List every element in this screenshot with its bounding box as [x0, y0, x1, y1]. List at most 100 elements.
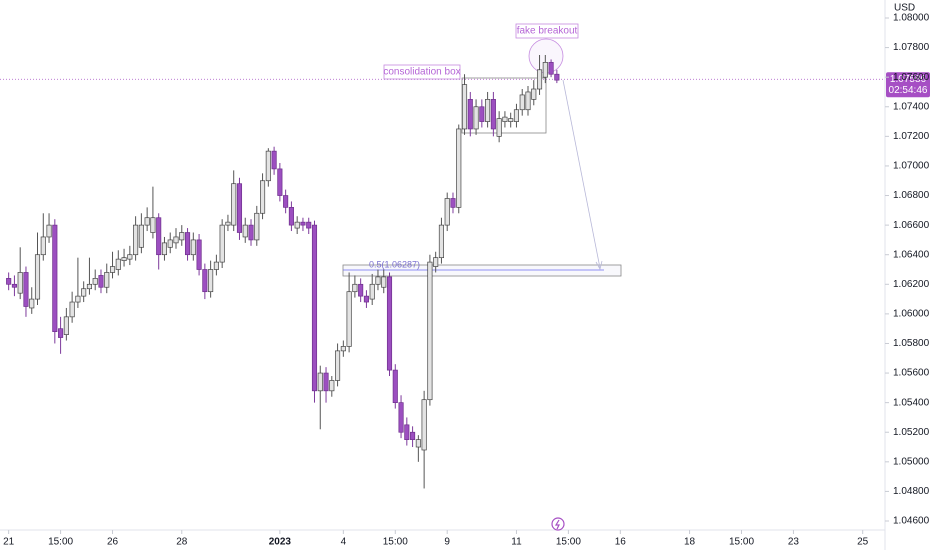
candle-body: [525, 91, 531, 111]
y-tick-label: 1.07000: [893, 161, 930, 172]
x-tick-label: 15:00: [556, 537, 581, 548]
countdown-label: 02:54:46: [889, 85, 928, 96]
candle-body: [271, 150, 277, 170]
x-tick-label: 2023: [269, 537, 292, 548]
candle-body: [392, 369, 398, 403]
y-tick-label: 1.07600: [893, 72, 930, 83]
x-tick-label: 4: [341, 537, 347, 548]
x-tick-label: 11: [511, 537, 522, 548]
y-tick-label: 1.05200: [893, 427, 930, 438]
candle-body: [121, 257, 127, 261]
candle-body: [260, 180, 266, 214]
candle-body: [375, 276, 381, 285]
candle-body: [410, 431, 416, 440]
candle-body: [502, 116, 508, 122]
candle-body: [450, 198, 456, 208]
candle-body: [433, 257, 439, 267]
candle-body: [86, 283, 92, 290]
y-tick-label: 1.06600: [893, 220, 930, 231]
candle-body: [11, 283, 17, 288]
x-tick-label: 23: [788, 537, 800, 548]
candle-body: [346, 291, 352, 347]
candle-body: [254, 212, 260, 241]
x-tick-label: 15:00: [48, 537, 73, 548]
candle-body: [311, 224, 318, 392]
candle-body: [329, 380, 335, 392]
candle-body: [115, 258, 121, 270]
x-tick-label: 21: [3, 537, 15, 548]
candle-body: [548, 62, 554, 75]
candle-body: [46, 224, 52, 238]
y-tick-label: 1.05400: [893, 397, 930, 408]
x-tick-label: 18: [684, 537, 696, 548]
candle-body: [363, 295, 369, 303]
candle-body: [179, 232, 185, 241]
candle-body: [69, 301, 75, 318]
candle-body: [283, 195, 289, 208]
candle-body: [444, 198, 450, 226]
fib-zone: [342, 264, 622, 277]
candle-body: [300, 221, 306, 226]
y-tick-label: 1.07200: [893, 131, 930, 142]
candle-body: [104, 272, 110, 288]
candle-body: [81, 288, 87, 297]
candle-body: [161, 242, 168, 256]
candle-body: [63, 316, 69, 335]
candle-body: [398, 402, 404, 433]
y-tick-label: 1.04600: [893, 516, 930, 527]
candle-body: [184, 232, 191, 256]
y-tick-label: 1.05600: [893, 368, 930, 379]
event-icon[interactable]: [551, 517, 565, 531]
candle-body: [202, 269, 208, 293]
last-price-label: 1.07586: [890, 74, 927, 85]
candle-body: [513, 109, 520, 122]
candle-body: [156, 217, 162, 256]
y-tick-label: 1.06800: [893, 190, 930, 201]
y-tick-label: 1.07400: [893, 101, 930, 112]
candle-body: [490, 99, 496, 130]
candle-body: [23, 272, 29, 307]
candle-body: [438, 224, 444, 259]
candles: [0, 54, 885, 489]
candle-body: [317, 372, 323, 392]
candle-body: [242, 224, 248, 238]
candle-body: [479, 106, 485, 122]
candle-body: [461, 84, 468, 130]
candle-body: [536, 69, 543, 90]
x-tick-label: 15:00: [729, 537, 754, 548]
y-tick-label: 1.04800: [893, 486, 930, 497]
candle-body: [473, 106, 479, 130]
candle-body: [144, 217, 150, 226]
candle-body: [554, 73, 560, 81]
candle-body: [542, 62, 548, 78]
candle-body: [335, 350, 341, 381]
candle-body: [150, 217, 156, 233]
candle-body: [236, 183, 243, 233]
x-tick-label: 9: [444, 537, 450, 548]
candle-body: [109, 266, 116, 273]
candle-body: [213, 261, 219, 270]
y-tick-label: 1.07800: [893, 42, 930, 53]
candle-body: [40, 236, 46, 256]
candle-body: [323, 372, 329, 392]
x-tick-label: 28: [176, 537, 188, 548]
candle-body: [369, 283, 375, 300]
candle-body: [17, 272, 23, 294]
y-tick-label: 1.05800: [893, 338, 930, 349]
candle-body: [358, 283, 364, 297]
candle-body: [231, 183, 237, 226]
candle-body: [265, 150, 271, 182]
candle-body: [219, 224, 225, 263]
consolidation-label-box: [383, 64, 461, 80]
candle-body: [6, 278, 12, 285]
candle-body: [208, 269, 214, 293]
candle-body: [167, 239, 173, 248]
candle-body: [196, 239, 202, 270]
candle-body: [415, 439, 421, 448]
candle-body: [456, 128, 462, 208]
candle-body: [340, 346, 346, 352]
candle-body: [58, 328, 64, 338]
candle-body: [133, 224, 139, 256]
candle-body: [381, 276, 387, 288]
